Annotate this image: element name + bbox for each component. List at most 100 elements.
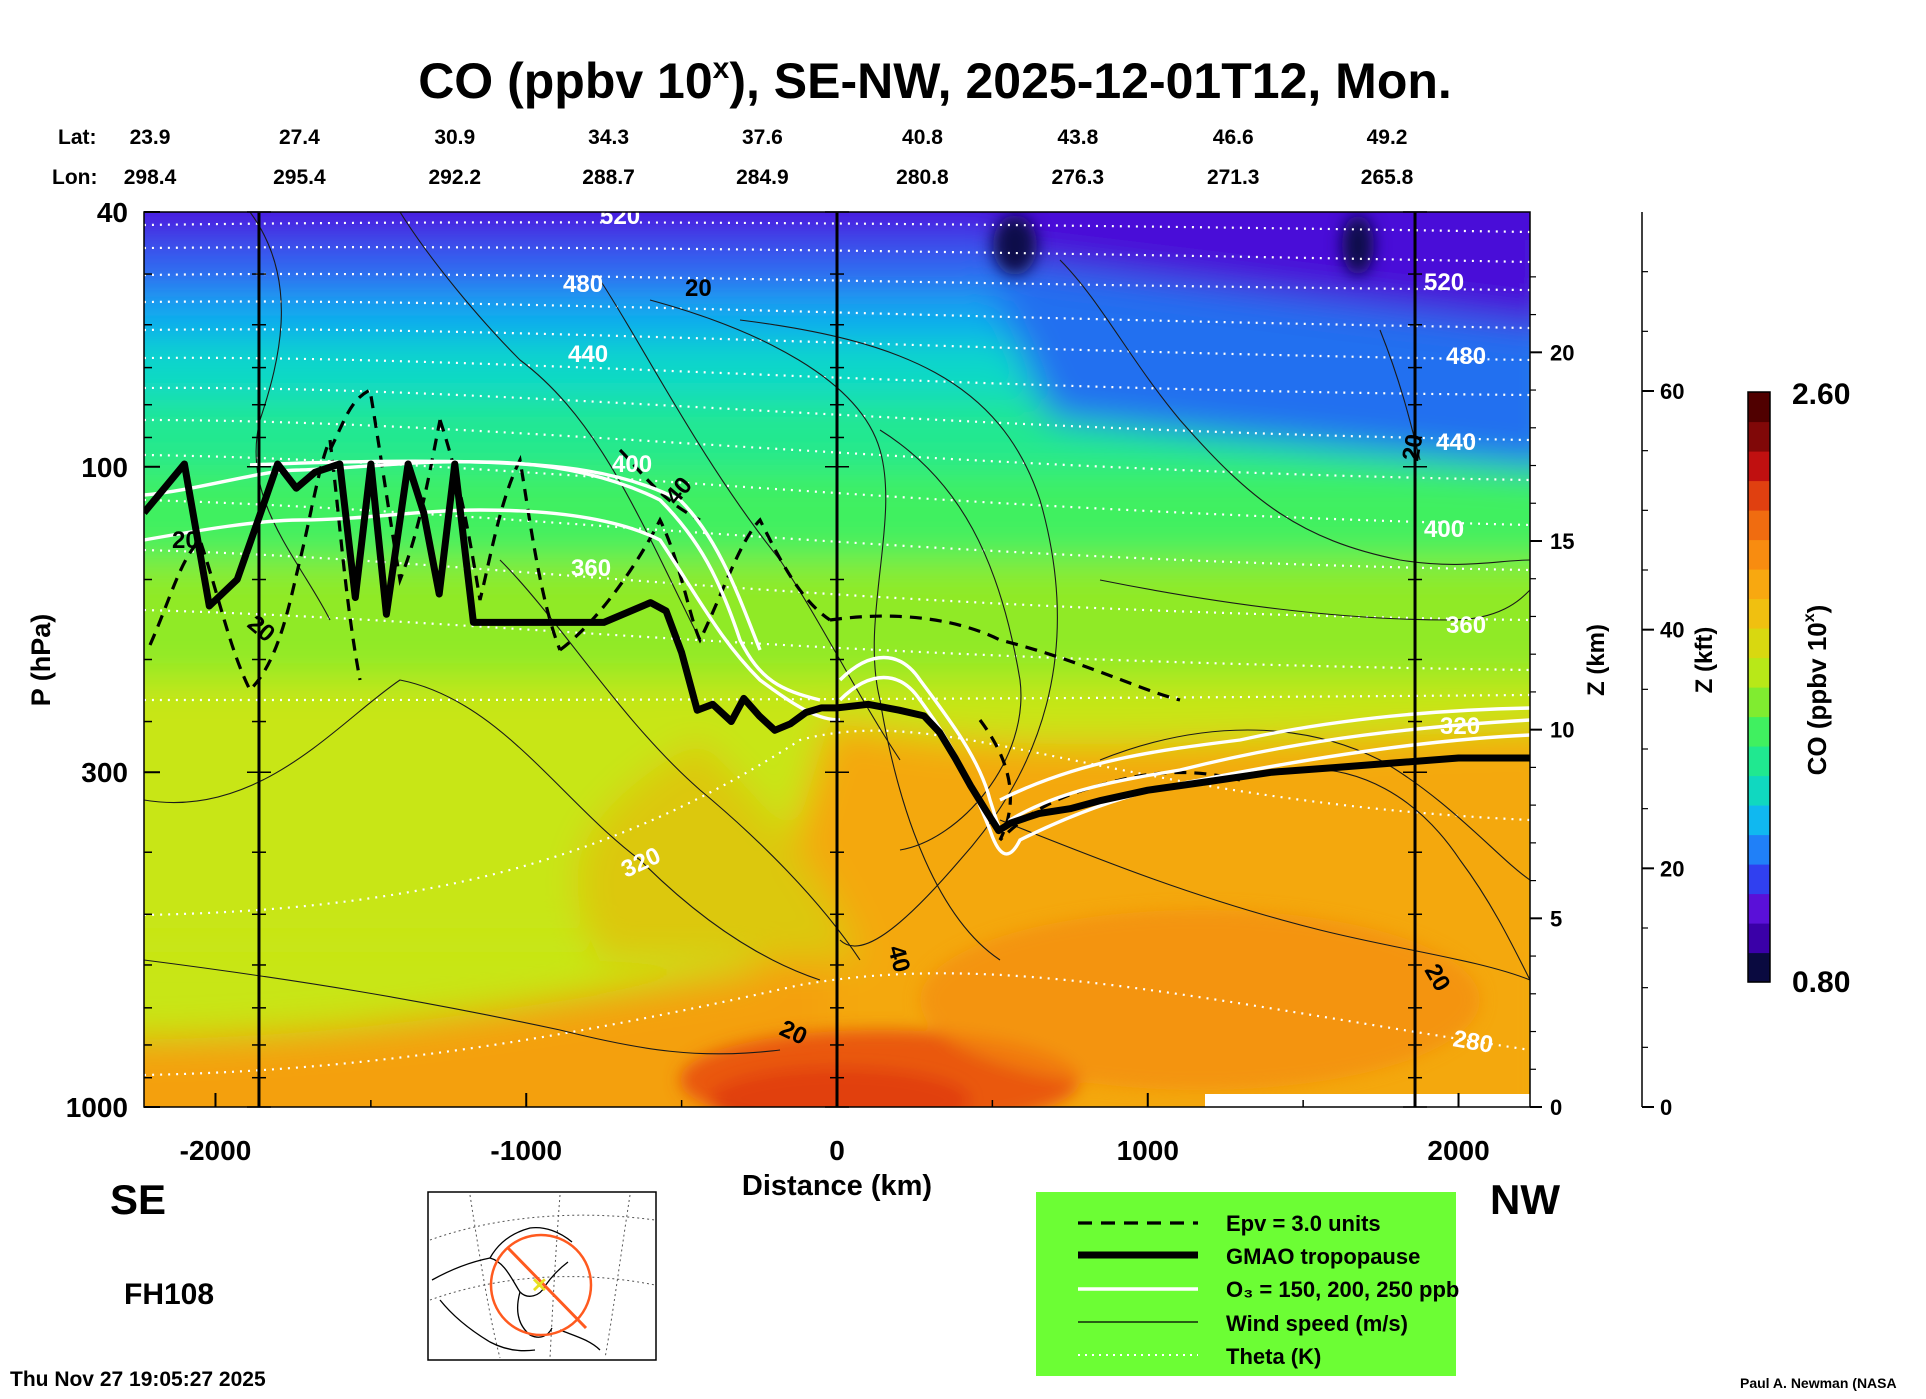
lon-value: 280.8 — [896, 166, 949, 189]
wind-line — [599, 279, 901, 761]
z-km-tick-label: 5 — [1550, 906, 1562, 931]
y-tick-label: 300 — [81, 757, 128, 788]
legend-item-label: O₃ = 150, 200, 250 ppb — [1226, 1277, 1459, 1302]
colorbar-swatch — [1748, 952, 1770, 983]
lon-value: 265.8 — [1361, 166, 1414, 189]
y-tick-label: 40 — [97, 197, 128, 228]
lon-value: 276.3 — [1052, 166, 1105, 189]
theta-line — [144, 453, 1530, 527]
wind-label-20-top: 20 — [685, 275, 712, 302]
wind-line — [999, 819, 1530, 981]
y-axis: 40 100 300 1000 — [66, 197, 160, 1123]
z-km-axis-label: Z (km) — [1583, 624, 1610, 696]
theta-line — [144, 972, 1530, 1077]
colorbar-swatch — [1748, 510, 1770, 541]
globe-map-icon — [429, 1194, 656, 1359]
lat-label: Lat: — [58, 126, 97, 149]
lat-value: 23.9 — [130, 126, 171, 149]
theta-label-480-right: 480 — [1446, 343, 1486, 370]
z-km-tick-label: 0 — [1550, 1095, 1562, 1120]
colorbar-swatch — [1748, 657, 1770, 688]
legend-item-label: GMAO tropopause — [1226, 1244, 1420, 1269]
z-kft-axis-label: Z (kft) — [1691, 627, 1718, 694]
theta-line — [144, 729, 1530, 917]
theta-label-320-right: 320 — [1440, 713, 1480, 740]
theta-label-400-left: 400 — [612, 451, 652, 478]
surface-white — [1205, 1094, 1530, 1107]
title-suffix: ), SE-NW, 2025-12-01T12, Mon. — [729, 53, 1451, 109]
theta-label-440-left: 440 — [568, 341, 608, 368]
lat-value: 37.6 — [742, 126, 783, 149]
lat-value: 43.8 — [1057, 126, 1098, 149]
title-superscript: x — [713, 52, 730, 85]
theta-line — [144, 548, 1530, 622]
z-km-tick-label: 20 — [1550, 340, 1574, 365]
inset-track-line — [506, 1246, 588, 1330]
colorbar-swatch — [1748, 834, 1770, 865]
x-axis: -2000 -1000 0 1000 2000 — [180, 1093, 1490, 1166]
chart-title: CO (ppbv 10x), SE-NW, 2025-12-01T12, Mon… — [418, 52, 1452, 109]
inset-map: ✕ — [427, 1191, 657, 1361]
wind-line — [739, 319, 1058, 947]
wind-label-20-left: 20 — [172, 527, 199, 554]
lat-value: 34.3 — [588, 126, 629, 149]
z-km-tick-label: 10 — [1550, 718, 1574, 743]
epv-line — [618, 448, 701, 522]
x-tick-label: 1000 — [1117, 1135, 1179, 1166]
ozone-line — [249, 459, 762, 651]
colorbar-min-label: 0.80 — [1792, 966, 1850, 999]
y-tick-label: 100 — [81, 452, 128, 483]
colorbar-label: CO (ppbv 10x) — [1801, 605, 1832, 776]
colorbar-swatch — [1748, 628, 1770, 659]
credit-text: Paul A. Newman (NASA — [1740, 1375, 1897, 1391]
lon-value: 271.3 — [1207, 166, 1260, 189]
colorbar-swatch — [1748, 480, 1770, 511]
colorbar-swatch — [1748, 421, 1770, 452]
co-field-detail — [680, 215, 1480, 1107]
z-kft-tick-label: 40 — [1660, 618, 1684, 643]
theta-line — [144, 418, 1530, 482]
co-top-dark-blob-2 — [1342, 215, 1374, 275]
x-tick-label: -2000 — [180, 1135, 252, 1166]
z-km-axis: 0 5 10 15 20 — [1530, 276, 1574, 1120]
co-se-middle-yellow — [576, 740, 860, 960]
colorbar-swatch — [1748, 569, 1770, 600]
co-nw-upper-blue — [980, 260, 1530, 468]
co-band-lightgreen — [144, 560, 1530, 680]
wind-label-20-right: 20 — [1397, 432, 1428, 463]
x-tick-label: 2000 — [1427, 1135, 1489, 1166]
title-main: CO (ppbv 10 — [418, 53, 712, 109]
colorbar-swatch — [1748, 775, 1770, 806]
colorbar-frame — [1747, 391, 1771, 983]
ozone-line — [999, 706, 1530, 802]
colorbar-label-suffix: ) — [1802, 605, 1832, 614]
lat-value: 27.4 — [279, 126, 320, 149]
wind-line — [649, 299, 1001, 961]
legend-item-label: Theta (K) — [1226, 1344, 1321, 1369]
lat-value: 49.2 — [1367, 126, 1408, 149]
colorbar-swatch — [1748, 893, 1770, 924]
co-top-dark-blob — [993, 215, 1037, 275]
epv-line — [148, 434, 362, 693]
epv-line — [829, 614, 1181, 702]
wind-line — [144, 959, 781, 1055]
wind-line — [879, 429, 1022, 851]
theta-line — [144, 608, 1530, 672]
lat-value: 40.8 — [902, 126, 943, 149]
ozone-line — [144, 508, 841, 722]
co-nw-orange-blob — [920, 910, 1480, 1090]
theta-label-360-left: 360 — [571, 555, 611, 582]
inset-center-marker-icon: ✕ — [531, 1275, 548, 1297]
colorbar-swatch — [1748, 805, 1770, 836]
colorbar-swatch — [1748, 923, 1770, 954]
lon-value: 295.4 — [273, 166, 326, 189]
y-axis-label: P (hPa) — [26, 614, 56, 707]
wind-line — [1279, 768, 1530, 981]
epv-line — [559, 516, 831, 652]
wind-line — [1379, 329, 1421, 461]
colorbar-swatch — [1748, 451, 1770, 482]
ozone-line — [838, 675, 1530, 856]
lat-value: 46.6 — [1213, 126, 1254, 149]
